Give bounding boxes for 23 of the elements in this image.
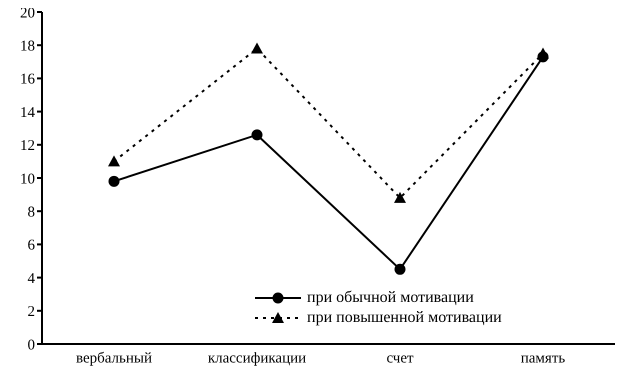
legend-label: при обычной мотивации bbox=[307, 289, 474, 307]
y-tick-label: 12 bbox=[20, 138, 35, 154]
y-tick-label: 14 bbox=[20, 104, 36, 121]
y-tick-label: 10 bbox=[20, 171, 35, 188]
x-tick-label: счет bbox=[386, 350, 414, 367]
point bbox=[538, 51, 548, 62]
y-tick-label: 8 bbox=[28, 204, 35, 221]
y-tick-label: 6 bbox=[28, 238, 36, 254]
x-tick-label: память bbox=[520, 350, 566, 367]
point bbox=[108, 155, 120, 166]
y-tick-label: 0 bbox=[28, 337, 35, 354]
point bbox=[394, 192, 406, 203]
y-tick-label: 18 bbox=[20, 38, 35, 55]
x-tick-label: классификации bbox=[208, 350, 306, 367]
x-tick-label: вербальный bbox=[76, 350, 152, 367]
legend-label: при повышенной мотивации bbox=[307, 309, 502, 327]
point bbox=[251, 42, 263, 54]
point bbox=[252, 129, 262, 140]
point bbox=[108, 176, 120, 187]
point bbox=[394, 264, 406, 275]
y-tick-label: 16 bbox=[20, 72, 36, 88]
y-tick-label: 4 bbox=[28, 270, 36, 287]
y-tick-label: 2 bbox=[28, 304, 35, 320]
